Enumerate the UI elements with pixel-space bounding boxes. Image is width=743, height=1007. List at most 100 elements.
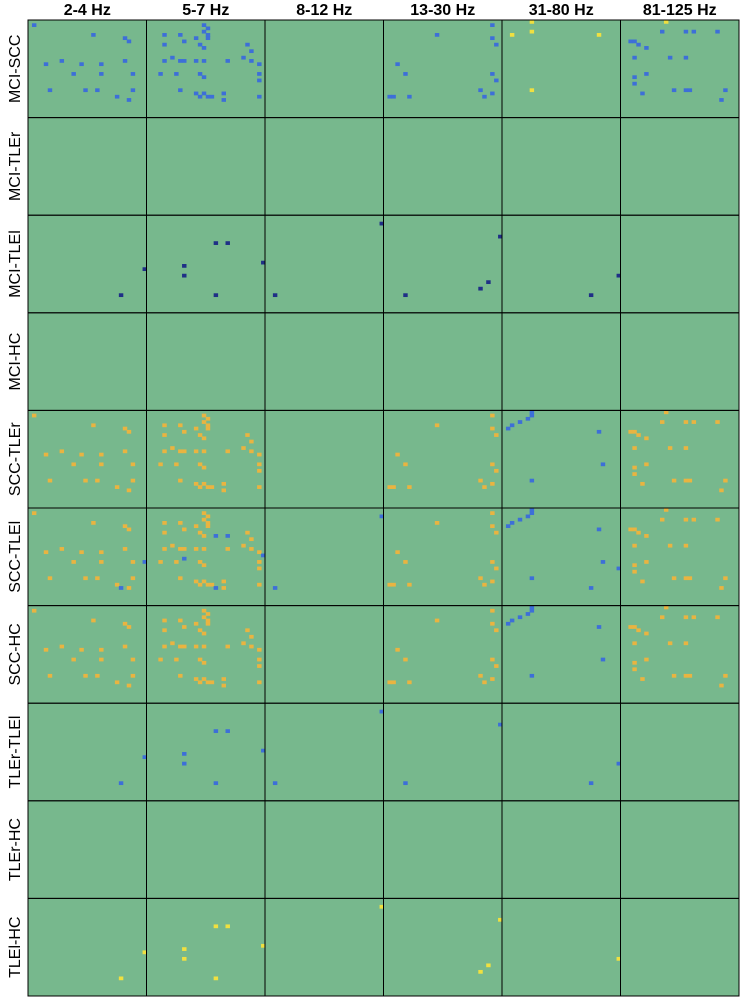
matrix-cell xyxy=(162,521,167,525)
matrix-cell xyxy=(660,615,665,620)
matrix-cell xyxy=(142,755,147,760)
matrix-cell xyxy=(490,481,495,486)
matrix-cell xyxy=(114,680,120,685)
matrix-cell xyxy=(225,924,230,929)
matrix-cell xyxy=(59,59,65,63)
matrix-cell xyxy=(99,452,104,457)
matrix-cell xyxy=(43,647,49,652)
matrix-cell xyxy=(490,621,495,626)
panel xyxy=(265,703,384,801)
matrix-cell xyxy=(182,761,187,766)
matrix-cell xyxy=(683,420,689,424)
matrix-cell xyxy=(482,582,487,587)
matrix-cell xyxy=(407,94,412,99)
matrix-cell xyxy=(490,608,495,613)
matrix-cell xyxy=(403,462,408,467)
matrix-cell xyxy=(490,36,495,41)
matrix-cell xyxy=(99,462,104,467)
matrix-cell xyxy=(257,657,262,662)
matrix-cell xyxy=(201,608,207,613)
matrix-cell xyxy=(407,582,412,587)
matrix-cell xyxy=(391,94,396,99)
matrix-cell xyxy=(667,543,673,548)
matrix-cell xyxy=(122,621,128,626)
matrix-cell xyxy=(395,647,400,652)
matrix-cell xyxy=(403,657,408,662)
matrix-cell xyxy=(201,23,207,28)
matrix-cell xyxy=(249,537,254,542)
panel xyxy=(265,508,384,606)
matrix-cell xyxy=(201,75,207,80)
matrix-cell xyxy=(95,88,100,93)
matrix-cell xyxy=(494,566,499,571)
matrix-cell xyxy=(486,963,491,968)
matrix-cell xyxy=(205,621,211,626)
matrix-cell xyxy=(71,462,76,467)
matrix-cell xyxy=(221,488,226,493)
matrix-cell xyxy=(213,924,219,929)
matrix-cell xyxy=(174,560,179,564)
panel xyxy=(146,215,265,313)
matrix-cell xyxy=(205,94,211,99)
matrix-cell xyxy=(71,657,76,662)
matrix-cell xyxy=(174,657,179,662)
matrix-cell xyxy=(261,260,266,265)
panel xyxy=(383,800,502,899)
matrix-cell xyxy=(691,517,697,522)
matrix-cell xyxy=(99,647,104,652)
matrix-cell xyxy=(197,657,203,662)
matrix-cell xyxy=(391,582,396,587)
matrix-cell xyxy=(95,673,100,678)
matrix-cell xyxy=(723,478,728,483)
matrix-cell xyxy=(490,23,495,28)
panel xyxy=(502,312,621,411)
matrix-cell xyxy=(59,644,65,649)
matrix-cell xyxy=(95,478,100,483)
matrix-cell xyxy=(257,452,262,457)
row-label: MCI-TLEr xyxy=(7,131,24,201)
matrix-cell xyxy=(434,33,440,37)
matrix-cell xyxy=(213,241,219,245)
panel xyxy=(502,20,621,118)
matrix-cell xyxy=(509,423,515,428)
matrix-cell xyxy=(663,410,669,415)
column-label: 31-80 Hz xyxy=(529,2,594,19)
matrix-cell xyxy=(691,29,697,34)
matrix-cell xyxy=(126,586,132,590)
matrix-cell xyxy=(490,91,495,96)
matrix-cell xyxy=(130,88,136,93)
matrix-cell xyxy=(201,534,207,538)
matrix-cell xyxy=(407,485,412,489)
panel xyxy=(28,20,147,118)
panel xyxy=(620,800,739,899)
matrix-cell xyxy=(723,576,728,581)
matrix-cell xyxy=(178,576,183,581)
matrix-cell xyxy=(205,612,211,616)
matrix-cell xyxy=(249,547,254,551)
matrix-cell xyxy=(478,576,483,581)
matrix-cell xyxy=(257,78,262,83)
matrix-cell xyxy=(632,429,637,434)
matrix-cell xyxy=(632,472,637,476)
matrix-cell xyxy=(632,527,637,532)
matrix-cell xyxy=(213,781,219,786)
matrix-cell xyxy=(170,543,175,548)
matrix-cell xyxy=(79,550,84,555)
matrix-cell xyxy=(209,485,215,489)
matrix-cell xyxy=(525,612,531,616)
panel xyxy=(28,605,147,704)
panel xyxy=(265,898,384,996)
matrix-cell xyxy=(201,563,207,568)
matrix-cell xyxy=(395,62,400,67)
matrix-cell xyxy=(142,560,147,564)
matrix-cell xyxy=(663,508,669,512)
matrix-cell xyxy=(628,625,633,629)
matrix-cell xyxy=(660,29,665,34)
matrix-cell xyxy=(379,709,384,714)
matrix-cell xyxy=(517,517,523,522)
matrix-cell xyxy=(201,436,207,441)
matrix-cell xyxy=(201,644,207,649)
matrix-cell xyxy=(691,615,697,620)
matrix-cell xyxy=(83,576,88,581)
matrix-cell xyxy=(197,582,203,587)
